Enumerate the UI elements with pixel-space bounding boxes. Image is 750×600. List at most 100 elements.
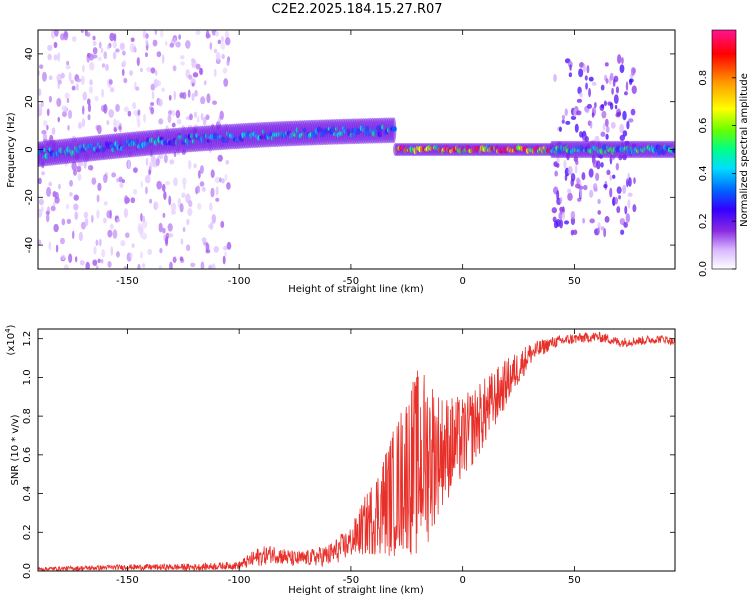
spectrogram-cell [66, 60, 70, 66]
spectrogram-cell [226, 241, 232, 250]
spectrogram-cell [609, 72, 614, 81]
spectrogram-cell [107, 229, 113, 238]
spectrogram-cell [38, 103, 43, 113]
spectrogram-cell [149, 198, 153, 204]
spectrogram-cell [570, 178, 574, 187]
spectrogram-cell [613, 94, 619, 105]
spectrogram-cell [41, 171, 45, 176]
spectrogram-cell [167, 110, 173, 115]
spectrogram-cell [209, 42, 213, 50]
spectrogram-y-axis-label: Frequency (Hz) [6, 112, 17, 188]
spectrogram-cell [202, 116, 207, 126]
spectrogram-cell [223, 246, 228, 251]
spectrogram-cell [630, 66, 636, 76]
spectrogram-cell [68, 253, 73, 264]
spectrogram-panel: -150 -100 -50 0 50 -40 -20 0 20 40 Height of str… [6, 29, 676, 295]
spectrogram-cell [108, 109, 114, 118]
spectrogram-cell [137, 223, 143, 232]
spectrogram-cell [559, 219, 564, 229]
spectrogram-cell [215, 197, 220, 202]
spectrogram-cell [564, 108, 568, 117]
spectrogram-cell [122, 59, 127, 67]
spectrogram-cell [190, 262, 196, 268]
spectrogram-cell [167, 114, 172, 123]
spectrogram-cell [155, 80, 162, 87]
spectrogram-cell [596, 160, 601, 170]
spectrogram-cell [193, 163, 197, 169]
spectrogram-cell [575, 160, 579, 166]
spectrogram-cell [175, 109, 181, 119]
spectrogram-cell [190, 58, 196, 63]
snr-y-tick-label: 0.0 [22, 563, 33, 579]
spectrogram-cell [156, 51, 162, 58]
spectrogram-cell [672, 148, 675, 153]
spectrogram-y-tick-label: -20 [24, 189, 35, 205]
spectrogram-cell [61, 111, 67, 118]
spectrogram-cell [97, 258, 101, 263]
spectrogram-region [549, 140, 675, 159]
spectrogram-cell [600, 162, 604, 168]
spectrogram-cell [46, 186, 52, 197]
spectrogram-y-tick-label: -40 [24, 237, 35, 253]
spectrogram-cell [71, 161, 77, 171]
spectrogram-cell [616, 111, 622, 117]
spectrogram-cell [67, 125, 70, 131]
spectrogram-cell [209, 202, 213, 212]
spectrogram-x-tick-label: 50 [568, 276, 581, 287]
spectrogram-cell [164, 40, 168, 46]
spectrogram-cell [171, 122, 176, 128]
spectrogram-cell [191, 92, 195, 102]
spectrogram-cell [113, 33, 117, 42]
snr-frame [37, 328, 676, 572]
spectrogram-cell [119, 42, 125, 51]
spectrogram-cell [589, 189, 594, 198]
spectrogram-cell [179, 256, 184, 262]
spectrogram-cell [115, 48, 120, 53]
snr-y-tick-label: 0.6 [22, 447, 33, 463]
spectrogram-cell [210, 169, 215, 179]
colorbar-gradient [711, 29, 737, 270]
spectrogram-cell [92, 259, 98, 266]
spectrogram-cell [569, 64, 572, 71]
spectrogram-cell [168, 233, 174, 238]
spectrogram-cell [79, 260, 85, 266]
spectrogram-cell [54, 30, 59, 37]
spectrogram-cell [563, 160, 567, 169]
spectrogram-cell [612, 174, 616, 179]
spectrogram-cell [81, 118, 86, 128]
spectrogram-cell [124, 232, 130, 239]
spectrogram-cell [111, 172, 117, 178]
spectrogram-cell [112, 229, 118, 239]
spectrogram-cell [163, 191, 167, 200]
spectrogram-cell [589, 120, 593, 129]
spectrogram-cell [183, 182, 186, 190]
spectrogram-cell [130, 197, 136, 204]
spectrogram-cell [199, 67, 204, 76]
spectrogram-cell [38, 208, 43, 218]
spectrogram-cell [185, 244, 191, 252]
spectrogram-cell [45, 214, 50, 223]
spectrogram-cell [96, 209, 100, 219]
spectrogram-cell [191, 82, 195, 87]
spectrogram-cell [219, 110, 224, 120]
spectrogram-cell [213, 68, 217, 78]
spectrogram-cell [226, 182, 231, 190]
snr-x-ticks: -150 -100 -50 0 50 [116, 329, 581, 586]
spectrogram-cell [563, 220, 570, 225]
spectrogram-cell [80, 75, 85, 85]
spectrogram-data [38, 30, 675, 269]
spectrogram-cell [200, 96, 206, 105]
spectrogram-cell [170, 202, 177, 212]
spectrogram-cell [224, 251, 227, 257]
spectrogram-cell [105, 63, 109, 72]
spectrogram-cell [74, 256, 78, 263]
spectrogram-cell [553, 73, 557, 82]
spectrogram-cell [616, 206, 621, 214]
spectrogram-cell [116, 251, 120, 258]
spectrogram-cell [96, 194, 100, 203]
spectrogram-cell [57, 116, 61, 123]
spectrogram-cell [71, 36, 77, 42]
spectrogram-cell [140, 180, 144, 188]
spectrogram-cell [157, 98, 163, 107]
